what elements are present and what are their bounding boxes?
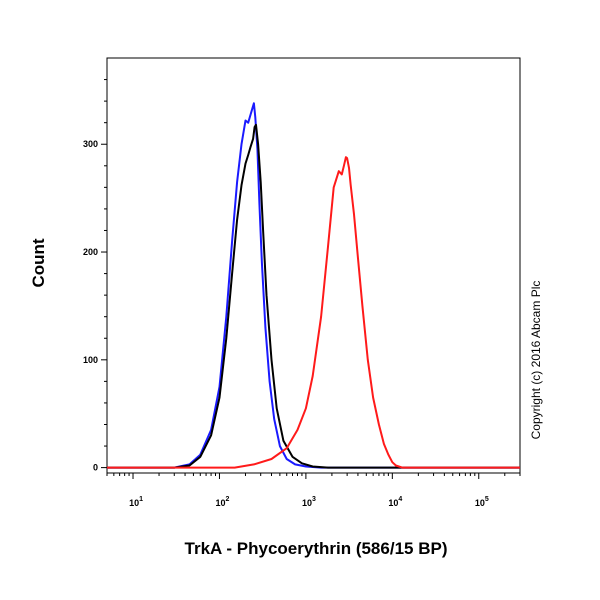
- x-tick-label: 104: [388, 496, 402, 508]
- histogram-series-3: [107, 156, 520, 469]
- y-tick-label: 0: [93, 463, 98, 473]
- x-tick-label: 102: [216, 496, 230, 508]
- y-tick-label: 200: [83, 247, 98, 257]
- y-tick-label: 300: [83, 139, 98, 149]
- x-tick-label: 101: [129, 496, 143, 508]
- x-tick-label: 103: [302, 496, 316, 508]
- histogram-series-1: [107, 102, 520, 469]
- x-tick-label: 105: [475, 496, 489, 508]
- plot-frame: [106, 57, 521, 474]
- y-tick-label: 100: [83, 355, 98, 365]
- copyright-watermark: Copyright (c) 2016 Abcam Plc: [529, 281, 543, 440]
- histogram-series-2: [107, 123, 520, 469]
- y-axis-title: Count: [29, 238, 48, 287]
- series-layer: [107, 102, 520, 469]
- x-axis-title: TrkA - Phycoerythrin (586/15 BP): [185, 539, 448, 558]
- y-axis: 0 100 200 300: [83, 79, 107, 473]
- x-axis: 101 102 103 104 105: [106, 473, 521, 508]
